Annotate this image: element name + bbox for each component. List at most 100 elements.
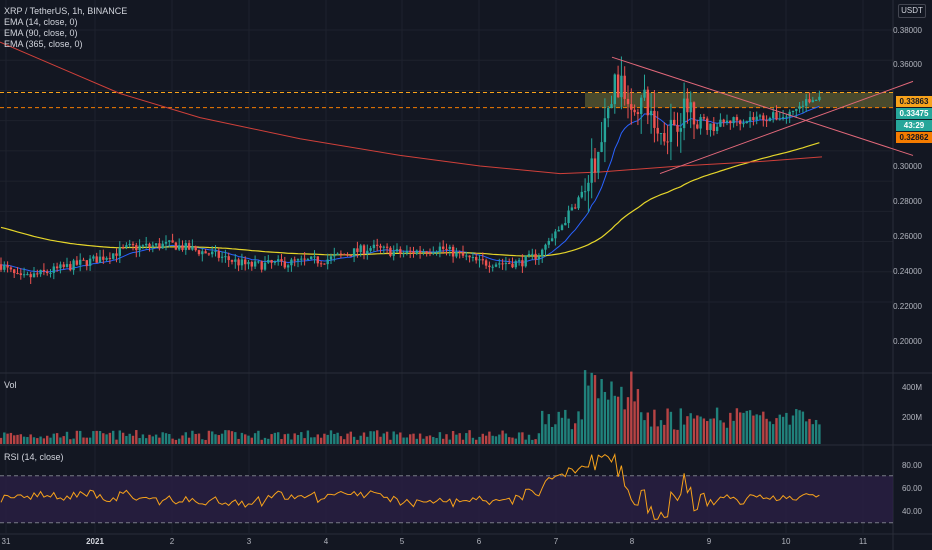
volume-bar	[382, 433, 385, 444]
volume-bar	[682, 424, 686, 444]
candle-body	[237, 259, 240, 266]
volume-bar	[250, 437, 253, 444]
ascending-trendline[interactable]	[659, 80, 914, 175]
volume-bar	[197, 433, 201, 444]
candle-body	[181, 245, 184, 250]
rsi-pane-label[interactable]: RSI (14, close)	[4, 452, 64, 462]
candle-body	[715, 126, 719, 132]
candle-body	[148, 243, 151, 247]
candle-body	[214, 250, 217, 252]
volume-bar	[125, 435, 128, 444]
volume-bar	[148, 434, 151, 444]
volume-bar	[673, 429, 676, 444]
candle-body	[418, 250, 422, 253]
candle-body	[316, 256, 319, 264]
volume-bar	[418, 433, 422, 444]
volume-bar	[544, 424, 547, 444]
volume-bar	[174, 439, 178, 444]
candle-body	[270, 259, 273, 263]
volume-bar	[164, 433, 168, 444]
volume-bar	[498, 434, 501, 444]
time-tick: 9	[706, 537, 712, 546]
candle-body	[125, 245, 128, 248]
volume-bar	[145, 438, 148, 444]
volume-bar	[537, 433, 541, 444]
volume-bar	[237, 438, 240, 444]
price-candles	[0, 56, 821, 284]
volume-pane-label[interactable]: Vol	[4, 380, 17, 390]
candle-body	[277, 259, 280, 262]
trendlines[interactable]	[611, 56, 914, 175]
volume-bar	[184, 432, 187, 444]
symbol-title[interactable]: XRP / TetherUS, 1h, BINANCE	[4, 6, 128, 16]
candle-body	[349, 255, 352, 257]
volume-bar	[791, 415, 795, 444]
candle-body	[643, 89, 646, 98]
volume-bar	[610, 381, 613, 444]
volume-bar	[752, 415, 755, 444]
candle-body	[432, 252, 435, 254]
time-tick: 31	[1, 537, 11, 546]
volume-bar	[448, 439, 451, 444]
candle-body	[310, 256, 313, 260]
grid-lines	[0, 0, 893, 533]
volume-bar	[422, 438, 425, 444]
volume-bar	[607, 399, 610, 444]
candle-body	[550, 238, 554, 241]
volume-bar	[570, 429, 574, 444]
volume-bar	[247, 435, 250, 444]
volume-bar	[46, 435, 49, 444]
volume-bar	[310, 437, 313, 444]
volume-bar	[679, 408, 682, 444]
volume-bar	[706, 421, 709, 444]
volume-bar	[438, 432, 442, 444]
candle-body	[626, 98, 630, 105]
time-tick: 4	[323, 537, 329, 546]
volume-bar	[712, 418, 715, 444]
candle-body	[197, 250, 201, 255]
support-price-tag: 0.32862	[896, 132, 932, 143]
candle-body	[184, 243, 187, 250]
volume-bar	[300, 432, 303, 444]
candle-body	[758, 115, 762, 117]
candle-body	[425, 251, 428, 254]
candle-body	[494, 264, 498, 267]
candle-body	[164, 241, 168, 244]
legend-ema90[interactable]: EMA (90, close, 0)	[4, 28, 78, 38]
volume-tick: 400M	[901, 383, 922, 392]
volume-bar	[597, 398, 600, 444]
volume-bar	[316, 434, 319, 444]
candle-body	[326, 259, 329, 265]
candle-body	[768, 118, 772, 122]
candle-body	[451, 246, 455, 257]
volume-bar	[105, 434, 108, 444]
legend-ema14[interactable]: EMA (14, close, 0)	[4, 17, 78, 27]
volume-bar	[762, 411, 765, 444]
volume-bar	[128, 433, 131, 444]
candle-body	[131, 243, 135, 246]
candle-body	[805, 99, 808, 106]
candle-body	[36, 273, 39, 275]
descending-trendline[interactable]	[611, 56, 914, 156]
candle-body	[541, 249, 544, 257]
candle-body	[814, 99, 818, 101]
legend-ema365[interactable]: EMA (365, close, 0)	[4, 39, 83, 49]
volume-bar	[676, 429, 679, 444]
volume-bar	[686, 416, 689, 444]
volume-bar	[435, 438, 438, 444]
candle-body	[201, 251, 204, 255]
ema365-line	[0, 41, 823, 175]
candle-body	[719, 119, 722, 127]
volume-bar	[748, 410, 752, 444]
volume-bar	[811, 424, 814, 444]
volume-bar	[333, 433, 336, 444]
volume-bar	[722, 422, 725, 444]
candle-body	[590, 158, 593, 183]
currency-unit-button[interactable]: USDT	[898, 4, 926, 18]
price-tick: 0.30000	[893, 162, 922, 171]
candle-body	[280, 259, 283, 262]
candle-body	[521, 260, 524, 267]
volume-bar	[356, 439, 359, 444]
candle-body	[560, 225, 564, 230]
